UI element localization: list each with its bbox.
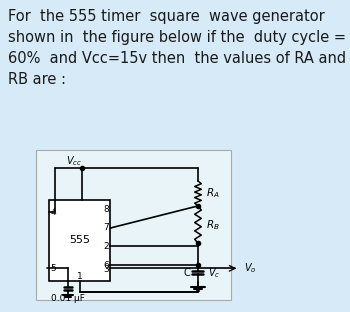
Text: $V_{cc}$: $V_{cc}$ <box>66 154 82 168</box>
Text: $V_o$: $V_o$ <box>244 261 257 275</box>
Bar <box>36 150 231 300</box>
Text: 555: 555 <box>69 235 90 245</box>
Text: 0.01 μF: 0.01 μF <box>51 294 85 303</box>
Text: $V_c$: $V_c$ <box>208 266 220 280</box>
Text: 2: 2 <box>103 242 109 251</box>
Text: 6: 6 <box>103 261 109 270</box>
Bar <box>49 200 110 281</box>
Text: 7: 7 <box>103 223 109 232</box>
Text: $R_B$: $R_B$ <box>206 218 220 232</box>
Text: C: C <box>184 268 190 278</box>
Text: For  the 555 timer  square  wave generator
shown in  the figure below if the  du: For the 555 timer square wave generator … <box>8 9 346 87</box>
Text: 4: 4 <box>51 208 56 217</box>
Text: $R_A$: $R_A$ <box>206 187 220 200</box>
Text: 8: 8 <box>103 205 109 213</box>
Text: 1: 1 <box>77 272 83 280</box>
Text: 3: 3 <box>103 266 109 274</box>
Text: 5: 5 <box>51 264 56 273</box>
